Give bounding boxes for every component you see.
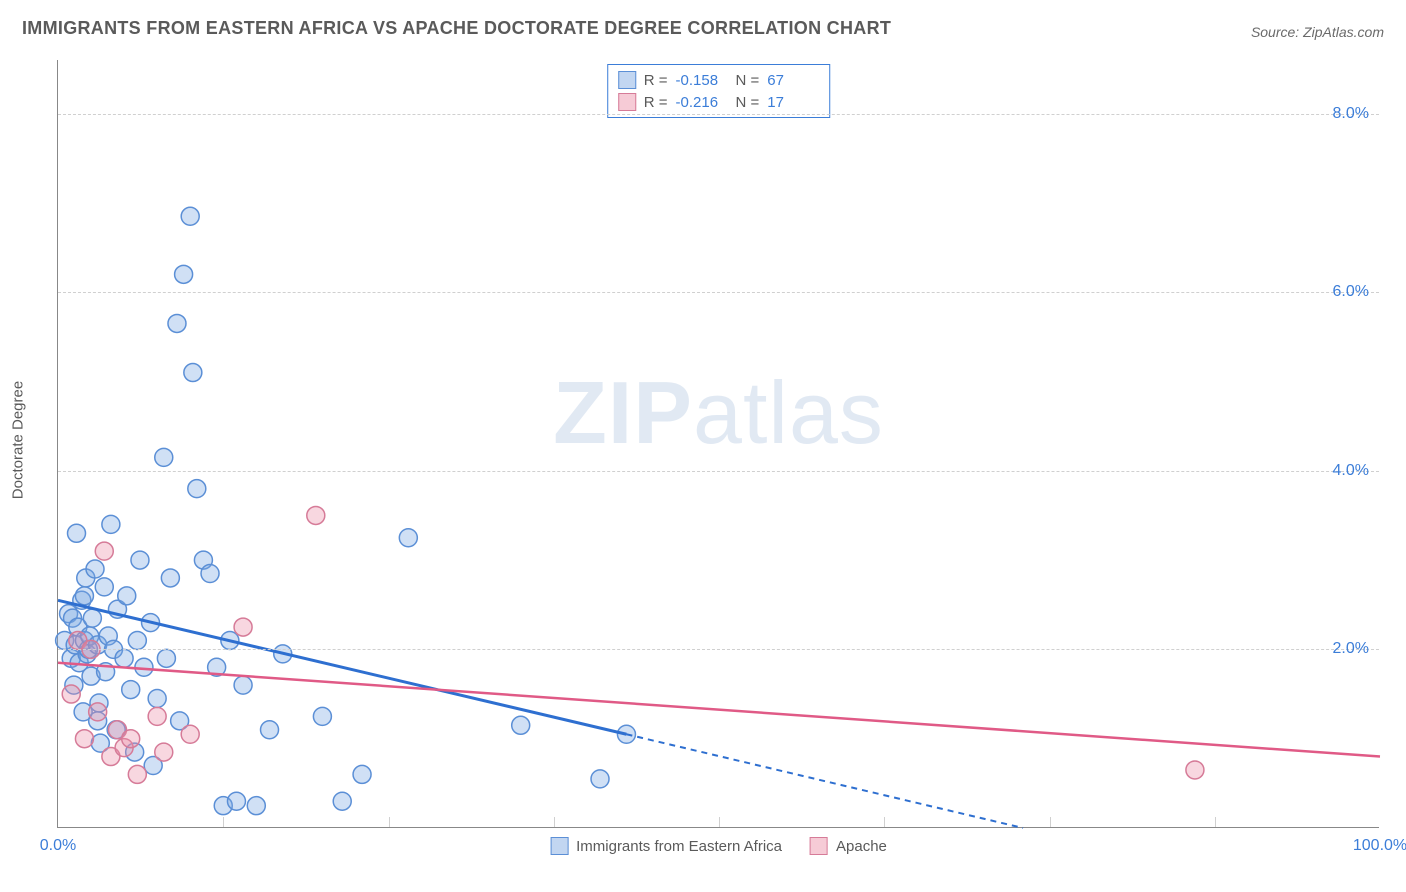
swatch-blue-icon [550,837,568,855]
scatter-point-eastern_africa [227,792,245,810]
scatter-point-eastern_africa [201,564,219,582]
scatter-point-apache [89,703,107,721]
legend-item-pink: Apache [810,837,887,855]
scatter-point-eastern_africa [128,631,146,649]
scatter-point-apache [155,743,173,761]
legend-label-pink: Apache [836,838,887,855]
x-minor-tick [1050,817,1051,827]
scatter-point-eastern_africa [512,716,530,734]
scatter-point-eastern_africa [75,587,93,605]
scatter-point-apache [307,506,325,524]
scatter-point-apache [95,542,113,560]
scatter-point-eastern_africa [86,560,104,578]
scatter-point-eastern_africa [148,690,166,708]
scatter-point-eastern_africa [181,207,199,225]
grid-line [58,471,1379,472]
scatter-point-eastern_africa [591,770,609,788]
scatter-point-apache [1186,761,1204,779]
scatter-point-eastern_africa [168,314,186,332]
scatter-point-apache [148,707,166,725]
scatter-point-eastern_africa [131,551,149,569]
x-minor-tick [223,817,224,827]
scatter-point-apache [122,730,140,748]
scatter-point-eastern_africa [161,569,179,587]
scatter-point-eastern_africa [157,649,175,667]
scatter-point-eastern_africa [333,792,351,810]
chart-title: IMMIGRANTS FROM EASTERN AFRICA VS APACHE… [22,18,891,39]
x-tick-label: 0.0% [40,837,76,855]
grid-line [58,649,1379,650]
chart-source: Source: ZipAtlas.com [1251,24,1384,40]
scatter-point-eastern_africa [313,707,331,725]
x-minor-tick [884,817,885,827]
legend-label-blue: Immigrants from Eastern Africa [576,838,782,855]
y-tick-label: 2.0% [1333,640,1369,658]
scatter-point-eastern_africa [155,448,173,466]
x-tick-label: 100.0% [1353,837,1406,855]
plot-area: ZIPatlas R = -0.158 N = 67 R = -0.216 N … [57,60,1379,828]
scatter-point-eastern_africa [353,765,371,783]
y-tick-label: 8.0% [1333,105,1369,123]
legend-series: Immigrants from Eastern Africa Apache [550,837,887,855]
x-minor-tick [389,817,390,827]
scatter-point-eastern_africa [115,649,133,667]
trend-line-apache [58,663,1380,757]
grid-line [58,114,1379,115]
x-minor-tick [719,817,720,827]
scatter-point-eastern_africa [68,524,86,542]
scatter-point-eastern_africa [175,265,193,283]
scatter-point-eastern_africa [188,480,206,498]
y-tick-label: 6.0% [1333,283,1369,301]
swatch-pink-icon [810,837,828,855]
scatter-point-eastern_africa [102,515,120,533]
scatter-point-eastern_africa [247,797,265,815]
scatter-point-apache [75,730,93,748]
x-minor-tick [554,817,555,827]
scatter-point-apache [234,618,252,636]
scatter-point-eastern_africa [122,681,140,699]
scatter-point-eastern_africa [118,587,136,605]
grid-line [58,292,1379,293]
trend-line-dashed-eastern_africa [626,734,1023,828]
y-axis-title: Doctorate Degree [10,381,27,499]
scatter-point-eastern_africa [184,364,202,382]
plot-svg [58,60,1379,827]
x-minor-tick [1215,817,1216,827]
y-tick-label: 4.0% [1333,462,1369,480]
scatter-point-apache [181,725,199,743]
scatter-point-eastern_africa [234,676,252,694]
legend-item-blue: Immigrants from Eastern Africa [550,837,782,855]
scatter-point-apache [62,685,80,703]
scatter-point-apache [128,765,146,783]
scatter-point-eastern_africa [95,578,113,596]
scatter-point-eastern_africa [261,721,279,739]
scatter-point-eastern_africa [83,609,101,627]
scatter-point-eastern_africa [399,529,417,547]
